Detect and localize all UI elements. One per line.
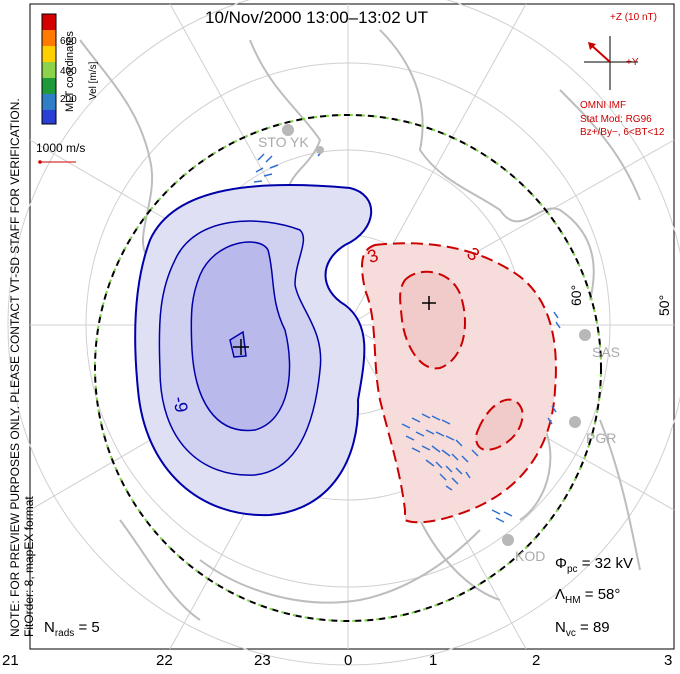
radar-site-markers (282, 124, 591, 546)
stat-nrads-value: = 5 (78, 619, 100, 636)
stat-lambda-value: = 58° (584, 586, 621, 603)
mlt-hour-21: 21 (2, 652, 19, 669)
colorbar-tick-400: 400 (60, 66, 77, 77)
map-title: 10/Nov/2000 13:00–13:02 UT (205, 8, 429, 27)
stat-nvc-sub: vc (565, 628, 576, 639)
colorbar-label: Vel [m/s] (88, 61, 99, 100)
hm-boundary (94, 114, 602, 622)
plot-frame (29, 3, 675, 650)
radar-label-yk: YK (290, 134, 309, 150)
stat-lambda-symbol: Λ (555, 586, 566, 603)
stat-phi-symbol: Φ (555, 555, 567, 572)
mlt-hour-22: 22 (156, 652, 173, 669)
scale-vector-label: 1000 m/s (36, 141, 86, 155)
latitude-label-50: 50° (656, 294, 672, 316)
vector-cluster-east (547, 311, 561, 425)
positive-convection-cell (361, 242, 557, 524)
stat-phi-pc: Φpc = 32 kV (555, 555, 633, 575)
velocity-colorbar (41, 13, 57, 125)
stat-lambda-sub: HM (565, 595, 581, 606)
vector-cluster-south (491, 509, 513, 523)
stat-nrads-sub: rads (54, 628, 75, 639)
imf-model-line-1: OMNI IMF (580, 100, 627, 111)
stat-nrads: Nrads = 5 (44, 619, 100, 639)
radar-label-kod: KOD (515, 548, 546, 564)
radar-label-pgr: PGR (586, 430, 617, 446)
fit-order-note: FitOrder: 8, mapEX format (22, 496, 36, 637)
radar-label-sas: SAS (592, 344, 621, 360)
imf-clock (584, 36, 638, 90)
mlt-hour-1: 1 (429, 652, 438, 669)
stat-phi-sub: pc (566, 564, 578, 575)
coordinates-label: MLT coordinates (64, 31, 76, 112)
mlt-hour-0: 0 (344, 652, 353, 669)
radar-label-sto: STO (258, 134, 287, 150)
preview-note: NOTE: FOR PREVIEW PURPOSES ONLY. PLEASE … (8, 98, 22, 637)
stat-nvc-value: = 89 (580, 619, 610, 636)
stat-phi-value: = 32 kV (581, 555, 633, 572)
colorbar-tick-200: 200 (60, 94, 77, 105)
colorbar-tick-600: 600 (60, 36, 77, 47)
latitude-label-60: 60° (568, 284, 584, 306)
imf-y-label: +Y (626, 57, 639, 68)
vector-cluster-center (401, 413, 479, 491)
imf-z-label: +Z (10 nT) (610, 12, 657, 23)
imf-model-line-2: Stat Mod: RG96 (580, 114, 652, 125)
stat-lambda-hm: ΛHM = 58° (555, 586, 620, 606)
mlt-hour-23: 23 (254, 652, 271, 669)
mlt-hour-2: 2 (532, 652, 541, 669)
imf-model-line-3: Bz+/By−, 6<BT<12 (580, 127, 665, 138)
stat-nvc-symbol: N (555, 619, 566, 636)
stat-nrads-symbol: N (44, 619, 55, 636)
scale-vector (38, 160, 76, 164)
mlt-hour-3: 3 (664, 652, 673, 669)
velocity-vectors (253, 150, 561, 523)
stat-nvc: Nvc = 89 (555, 619, 610, 639)
negative-convection-cell (134, 184, 373, 517)
